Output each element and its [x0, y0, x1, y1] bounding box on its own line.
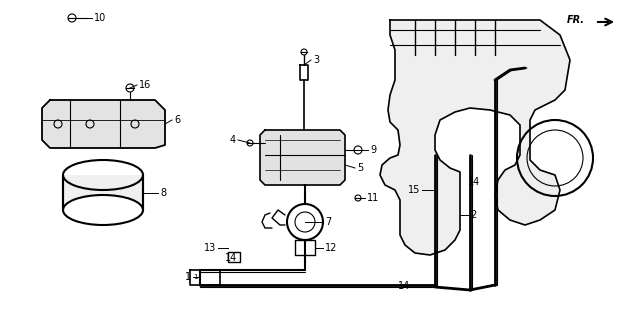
Text: 1: 1	[193, 274, 197, 280]
Text: 2: 2	[470, 210, 476, 220]
Text: 1: 1	[185, 272, 191, 282]
Text: 14: 14	[225, 253, 237, 263]
Text: 3: 3	[313, 55, 319, 65]
Text: 14: 14	[398, 281, 410, 291]
Ellipse shape	[63, 195, 143, 225]
Text: 4: 4	[230, 135, 236, 145]
Polygon shape	[380, 20, 570, 255]
Text: 6: 6	[174, 115, 180, 125]
Polygon shape	[42, 100, 165, 148]
Text: 11: 11	[367, 193, 379, 203]
Polygon shape	[260, 130, 345, 185]
Text: 15: 15	[408, 185, 420, 195]
Bar	[63, 175, 143, 210]
Text: FR.: FR.	[567, 15, 585, 25]
Text: 12: 12	[325, 243, 337, 253]
Text: 14: 14	[468, 177, 480, 187]
Text: 5: 5	[357, 163, 363, 173]
Text: 10: 10	[94, 13, 106, 23]
Text: 7: 7	[325, 217, 331, 227]
Text: 8: 8	[160, 188, 166, 198]
Text: 13: 13	[204, 243, 216, 253]
Text: 9: 9	[370, 145, 376, 155]
Text: 16: 16	[139, 80, 151, 90]
